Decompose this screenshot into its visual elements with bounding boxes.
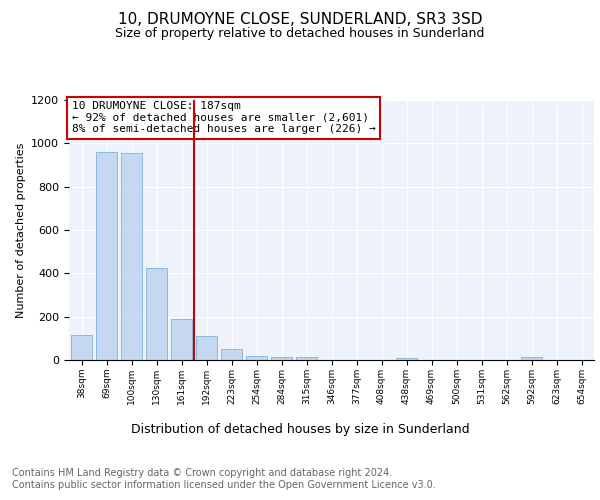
Text: Size of property relative to detached houses in Sunderland: Size of property relative to detached ho… [115, 28, 485, 40]
Bar [96, 152, 117, 360]
Bar [196, 336, 217, 360]
Y-axis label: Number of detached properties: Number of detached properties [16, 142, 26, 318]
Bar [246, 356, 267, 360]
Bar [171, 319, 192, 360]
Text: 10 DRUMOYNE CLOSE: 187sqm
← 92% of detached houses are smaller (2,601)
8% of sem: 10 DRUMOYNE CLOSE: 187sqm ← 92% of detac… [71, 102, 376, 134]
Bar [271, 357, 292, 360]
Text: 10, DRUMOYNE CLOSE, SUNDERLAND, SR3 3SD: 10, DRUMOYNE CLOSE, SUNDERLAND, SR3 3SD [118, 12, 482, 28]
Bar [121, 153, 142, 360]
Bar [221, 349, 242, 360]
Bar [146, 268, 167, 360]
Text: Distribution of detached houses by size in Sunderland: Distribution of detached houses by size … [131, 422, 469, 436]
Bar [71, 335, 92, 360]
Bar [296, 357, 317, 360]
Bar [521, 358, 542, 360]
Bar [396, 358, 417, 360]
Text: Contains HM Land Registry data © Crown copyright and database right 2024.
Contai: Contains HM Land Registry data © Crown c… [12, 468, 436, 490]
